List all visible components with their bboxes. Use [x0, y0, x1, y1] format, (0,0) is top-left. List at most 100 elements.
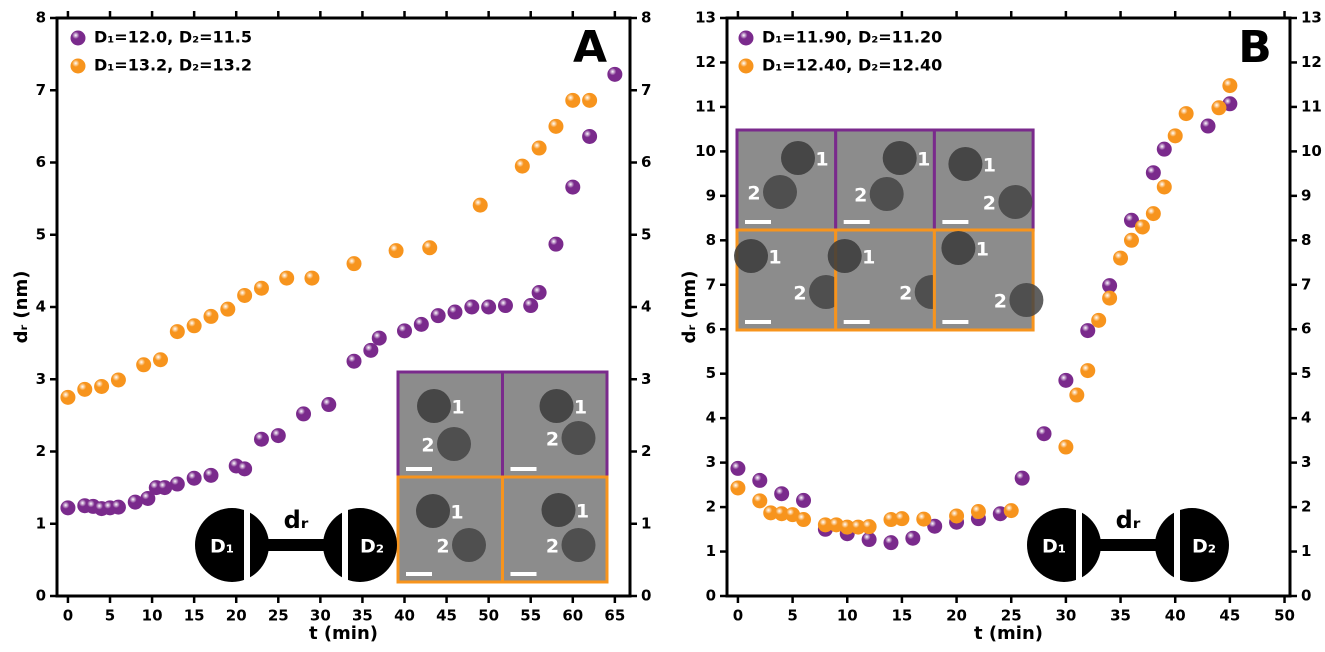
data-point	[548, 118, 564, 134]
data-point	[607, 66, 623, 82]
y-tick-label: 6	[36, 153, 46, 171]
data-point	[186, 470, 202, 486]
sphere-left	[1027, 508, 1101, 582]
particle	[561, 528, 596, 562]
y-tick-label-right: 1	[641, 514, 651, 532]
data-point	[1200, 118, 1216, 134]
data-point	[169, 324, 185, 340]
y-tick-label: 6	[706, 320, 716, 338]
y-tick-label: 8	[36, 9, 46, 27]
data-point	[531, 140, 547, 156]
y-tick-label-right: 3	[641, 370, 651, 388]
particle-label: 1	[917, 149, 930, 171]
data-point	[514, 158, 530, 174]
schematic-link: dᵣ	[1116, 506, 1141, 534]
y-tick-label-right: 2	[641, 442, 651, 460]
data-point	[1080, 323, 1096, 339]
particle	[869, 177, 904, 211]
particle	[561, 421, 596, 455]
micrograph	[501, 370, 609, 479]
data-point	[388, 243, 404, 259]
schematic: D₁ D₂ dᵣ	[1027, 505, 1229, 585]
particle	[941, 231, 976, 265]
particle-label: 1	[450, 502, 463, 524]
data-point	[203, 467, 219, 483]
data-point	[582, 92, 598, 108]
y-tick-label: 3	[36, 370, 46, 388]
particle-label: 2	[994, 291, 1007, 313]
schematic-link: dᵣ	[284, 506, 309, 534]
particle	[998, 185, 1033, 219]
sphere-right	[1155, 508, 1229, 582]
data-point	[152, 352, 168, 368]
data-point	[927, 518, 943, 534]
particle	[734, 239, 768, 273]
particle-label: 1	[815, 149, 828, 171]
data-point	[60, 500, 76, 516]
x-tick-label: 25	[268, 607, 289, 625]
data-point	[763, 505, 779, 521]
x-tick-label: 15	[891, 607, 912, 625]
data-point	[253, 431, 269, 447]
data-point	[237, 287, 253, 303]
data-point	[565, 92, 581, 108]
particle	[1009, 283, 1044, 317]
y-tick-label-right: 6	[641, 153, 651, 171]
data-point	[237, 461, 253, 477]
y-tick-label: 1	[706, 542, 716, 560]
x-tick-label: 50	[478, 607, 499, 625]
x-axis-label: t (min)	[974, 623, 1043, 644]
legend-marker	[70, 30, 86, 46]
x-tick-label: 40	[394, 607, 415, 625]
particle-label: 2	[854, 185, 867, 207]
data-point	[730, 480, 746, 496]
micrograph	[501, 475, 609, 584]
schematic-right: D₂	[360, 536, 384, 558]
particle-label: 1	[576, 501, 589, 523]
x-tick-label: 25	[1001, 607, 1022, 625]
data-point	[186, 318, 202, 334]
particle	[539, 389, 574, 423]
data-point	[1167, 128, 1183, 144]
x-tick-label: 40	[1165, 607, 1186, 625]
y-tick-label-right: 0	[1301, 587, 1311, 605]
y-tick-label: 11	[695, 97, 716, 115]
data-point	[1014, 470, 1030, 486]
y-axis-label: dᵣ (nm)	[11, 271, 32, 344]
data-point	[397, 323, 413, 339]
y-tick-label-right: 3	[1301, 453, 1311, 471]
data-point	[136, 357, 152, 373]
data-point	[817, 517, 833, 533]
data-point	[1156, 141, 1172, 157]
x-tick-label: 20	[946, 607, 967, 625]
gap-right	[342, 505, 348, 585]
data-point	[1134, 219, 1150, 235]
data-point	[127, 494, 143, 510]
y-axis-label: dᵣ (nm)	[679, 271, 700, 344]
data-point	[464, 299, 480, 315]
data-point	[730, 460, 746, 476]
data-point	[1145, 165, 1161, 181]
data-point	[1145, 206, 1161, 222]
x-tick-label: 10	[837, 607, 858, 625]
data-point	[970, 504, 986, 520]
data-point	[1123, 212, 1139, 228]
data-point	[1058, 372, 1074, 388]
x-tick-label: 10	[142, 607, 163, 625]
y-tick-label: 9	[706, 186, 716, 204]
particle-label: 2	[899, 283, 912, 305]
y-tick-label-right: 7	[1301, 275, 1311, 293]
y-tick-label: 8	[706, 231, 716, 249]
legend-marker	[70, 58, 86, 74]
data-point	[916, 511, 932, 527]
sphere-left	[195, 508, 269, 582]
particle	[948, 147, 983, 181]
y-tick-label: 12	[695, 53, 716, 71]
data-point	[796, 512, 812, 528]
data-point	[1091, 312, 1107, 328]
data-point	[1003, 503, 1019, 519]
y-tick-label: 0	[36, 587, 46, 605]
data-point	[346, 353, 362, 369]
data-point	[883, 535, 899, 551]
data-point	[1222, 78, 1238, 94]
